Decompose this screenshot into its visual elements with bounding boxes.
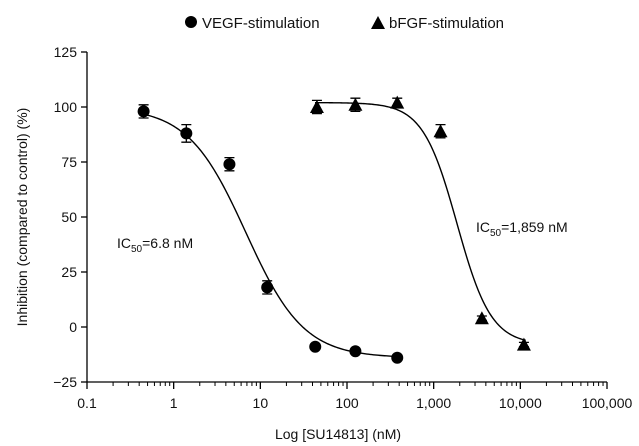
y-tick-label: 0 — [69, 319, 77, 335]
x-tick-label: 10,000 — [499, 395, 542, 411]
data-point-bfgf — [309, 100, 324, 113]
y-tick-label: 125 — [54, 44, 78, 60]
ic50-vegf-main: IC — [117, 235, 131, 251]
y-tick-label: 25 — [61, 264, 77, 280]
data-points — [137, 95, 531, 364]
y-tick-label: 75 — [61, 154, 77, 170]
data-point-vegf — [391, 351, 404, 364]
ic50-bfgf-rest: =1,859 nM — [501, 219, 568, 235]
legend-label-bfgf: bFGF-stimulation — [389, 15, 504, 32]
data-point-vegf — [223, 158, 236, 171]
ic50-annotation-vegf: IC50=6.8 nM — [117, 235, 193, 255]
x-tick-label: 1 — [170, 395, 178, 411]
x-axis-title: Log [SU14813] (nM) — [275, 426, 401, 442]
ic50-annotation-bfgf: IC50=1,859 nM — [476, 219, 568, 239]
x-ticks: 0.1 1 10 100 1,000 10,000 100,000 — [77, 382, 633, 411]
y-ticks: −25 0 25 50 75 100 125 — [53, 44, 87, 390]
ic50-vegf-sub: 50 — [131, 244, 143, 255]
legend-marker-vegf — [185, 16, 197, 28]
x-tick-label: 100 — [335, 395, 359, 411]
y-axis-title: Inhibition (compared to control) (%) — [14, 108, 30, 327]
fit-curves — [141, 101, 526, 358]
data-point-bfgf — [348, 97, 363, 111]
ic50-bfgf-sub: 50 — [490, 228, 502, 239]
data-point-bfgf — [433, 124, 448, 138]
x-tick-label: 1,000 — [416, 395, 451, 411]
legend-marker-bfgf — [371, 16, 385, 29]
data-point-vegf — [309, 340, 322, 353]
legend-label-vegf: VEGF-stimulation — [202, 15, 320, 32]
legend: VEGF-stimulation bFGF-stimulation — [185, 15, 504, 32]
x-tick-label: 0.1 — [77, 395, 97, 411]
data-point-bfgf — [516, 337, 531, 351]
ic50-vegf-rest: =6.8 nM — [142, 235, 193, 251]
y-tick-label: 100 — [54, 99, 78, 115]
y-tick-label: 50 — [61, 209, 77, 225]
data-point-bfgf — [474, 311, 489, 325]
y-tick-label: −25 — [53, 374, 77, 390]
fit-curve-bfgf — [315, 101, 526, 342]
x-tick-label: 100,000 — [582, 395, 633, 411]
data-point-vegf — [180, 127, 193, 140]
data-point-vegf — [137, 105, 150, 118]
data-point-bfgf — [390, 95, 405, 109]
ic50-bfgf-main: IC — [476, 219, 490, 235]
data-point-vegf — [349, 345, 362, 358]
x-tick-label: 10 — [253, 395, 269, 411]
data-point-vegf — [261, 281, 274, 294]
